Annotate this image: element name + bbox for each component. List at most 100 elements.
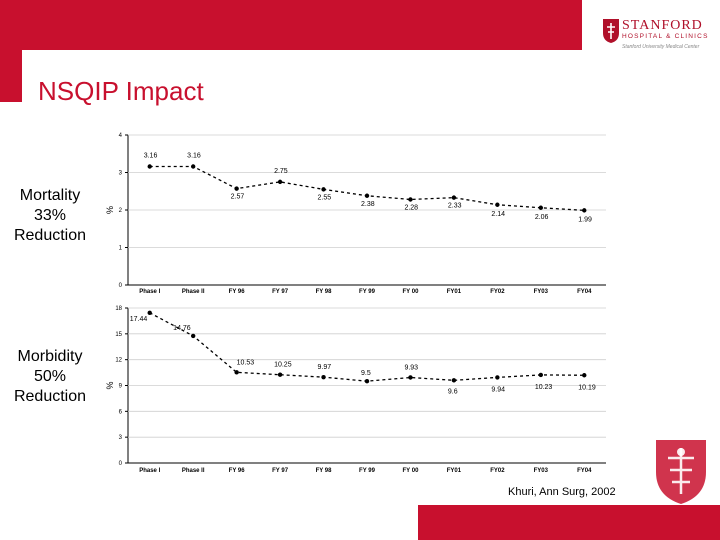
x-category-label-1-0: Phase I (139, 468, 160, 474)
data-label-0-0: 3.16 (144, 153, 158, 160)
header-bar (0, 0, 582, 50)
data-point-1-2 (234, 370, 239, 375)
data-point-0-3 (277, 179, 283, 185)
data-label-0-8: 2.14 (491, 211, 505, 218)
x-category-label-0-1: Phase II (182, 289, 205, 295)
x-category-label-0-3: FY 97 (272, 289, 289, 295)
data-point-1-7 (451, 378, 457, 383)
logo-subtitle: HOSPITAL & CLINICS (622, 33, 709, 40)
morbidity-label-line-3: Reduction (13, 388, 87, 405)
data-point-0-8 (495, 202, 500, 207)
x-category-label-1-5: FY 99 (359, 468, 376, 474)
data-label-0-10: 1.99 (578, 216, 592, 223)
y-tick-label-1-3: 9 (119, 384, 123, 390)
data-label-1-1: 14.76 (173, 325, 191, 332)
data-label-0-3: 2.75 (274, 168, 288, 175)
morbidity-reduction-label: Morbidity 50% Reduction (0, 347, 100, 407)
x-category-label-0-6: FY 00 (403, 289, 420, 295)
y-tick-label-1-5: 15 (115, 332, 122, 338)
x-category-label-0-10: FY04 (577, 289, 592, 295)
header-side-accent (0, 50, 22, 102)
y-tick-label-0-1: 1 (119, 246, 123, 252)
morbidity-label-line-1: Morbidity (17, 348, 83, 365)
x-category-label-0-9: FY03 (534, 289, 549, 295)
data-point-0-4 (321, 187, 326, 192)
data-point-1-6 (408, 375, 413, 380)
y-tick-label-1-4: 12 (115, 358, 122, 364)
data-point-1-4 (321, 374, 326, 380)
x-category-label-1-2: FY 96 (229, 468, 246, 474)
x-category-label-1-8: FY02 (490, 468, 505, 474)
mortality-label-line-2: 33% (33, 207, 67, 224)
x-category-label-0-2: FY 96 (229, 289, 246, 295)
data-label-0-7: 2.33 (448, 203, 462, 210)
data-point-0-2 (234, 186, 239, 191)
data-point-0-5 (364, 193, 370, 198)
x-category-label-0-7: FY01 (447, 289, 462, 295)
data-label-0-6: 2.28 (404, 205, 418, 212)
data-label-1-4: 9.97 (318, 364, 332, 371)
logo-wordmark: STANFORD (622, 18, 703, 33)
data-point-0-7 (451, 195, 457, 200)
data-label-1-5: 9.5 (361, 370, 371, 377)
data-point-0-6 (408, 197, 413, 202)
data-label-0-1: 3.16 (187, 153, 201, 160)
x-category-label-1-6: FY 00 (403, 468, 420, 474)
data-point-0-1 (190, 164, 196, 169)
y-tick-label-0-3: 3 (119, 171, 123, 177)
data-point-1-1 (190, 333, 196, 339)
x-category-label-1-3: FY 97 (272, 468, 289, 474)
y-tick-label-0-4: 4 (119, 133, 123, 139)
data-label-0-9: 2.06 (535, 214, 549, 221)
mortality-reduction-label: Mortality 33% Reduction (0, 186, 100, 246)
data-label-1-7: 9.6 (448, 388, 458, 395)
y-tick-label-0-0: 0 (119, 283, 123, 289)
data-label-0-5: 2.38 (361, 201, 375, 208)
mortality-label-line-1: Mortality (19, 187, 81, 204)
y-tick-label-1-1: 3 (119, 435, 123, 441)
data-label-0-4: 2.55 (318, 194, 332, 201)
data-point-1-3 (277, 372, 283, 377)
footer-bar (418, 505, 720, 540)
slide-title: NSQIP Impact (38, 76, 204, 106)
y-tick-label-1-0: 0 (119, 461, 123, 467)
data-label-1-3: 10.25 (274, 362, 292, 369)
x-category-label-0-0: Phase I (139, 289, 160, 295)
data-point-1-10 (582, 373, 587, 378)
data-point-1-5 (364, 378, 370, 384)
data-point-0-10 (582, 208, 587, 213)
stanford-shield-icon (656, 440, 706, 504)
morbidity-label-line-2: 50% (33, 368, 67, 385)
data-label-1-0: 17.44 (130, 316, 148, 323)
data-label-1-2: 10.53 (237, 359, 255, 366)
y-tick-label-0-2: 2 (119, 208, 123, 214)
y-axis-label-1: % (105, 381, 115, 389)
logo-tagline: Stanford University Medical Center (622, 44, 700, 50)
x-category-label-1-4: FY 98 (316, 468, 333, 474)
data-point-1-8 (495, 375, 500, 380)
stanford-logo: STANFORD HOSPITAL & CLINICS Stanford Uni… (600, 14, 715, 54)
y-tick-label-1-2: 6 (119, 409, 123, 415)
x-category-label-0-8: FY02 (490, 289, 505, 295)
data-point-0-0 (147, 164, 152, 169)
data-label-0-2: 2.57 (231, 194, 245, 201)
mortality-label-line-3: Reduction (13, 227, 87, 244)
cardinal-tree-emblem-icon (603, 19, 619, 43)
y-axis-label-0: % (105, 206, 115, 214)
data-label-1-10: 10.19 (578, 384, 596, 391)
y-tick-label-1-6: 18 (115, 306, 122, 312)
data-label-1-8: 9.94 (491, 386, 505, 393)
x-category-label-0-4: FY 98 (316, 289, 333, 295)
data-point-1-9 (538, 372, 544, 378)
data-label-1-9: 10.23 (535, 384, 553, 391)
data-point-0-9 (538, 205, 544, 210)
x-category-label-1-9: FY03 (534, 468, 549, 474)
data-label-1-6: 9.93 (404, 364, 418, 371)
x-category-label-1-1: Phase II (182, 468, 205, 474)
x-category-label-1-7: FY01 (447, 468, 462, 474)
citation: Khuri, Ann Surg, 2002 (508, 486, 616, 498)
x-category-label-1-10: FY04 (577, 468, 592, 474)
data-point-1-0 (147, 310, 152, 316)
x-category-label-0-5: FY 99 (359, 289, 376, 295)
